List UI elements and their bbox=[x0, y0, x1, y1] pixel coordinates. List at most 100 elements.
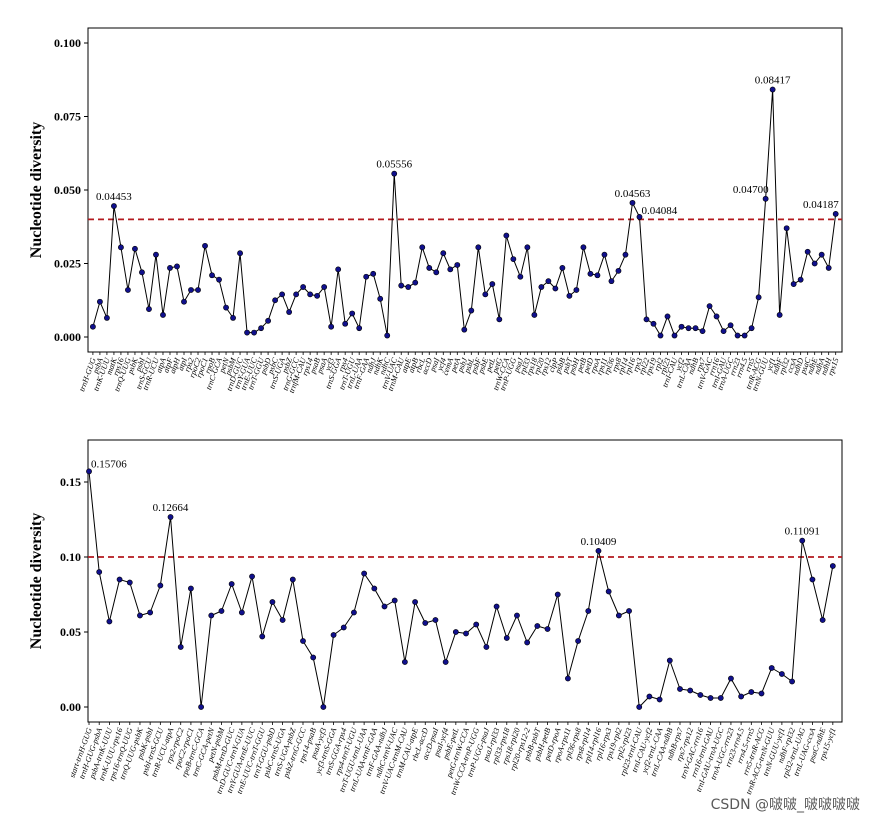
data-point bbox=[195, 287, 201, 293]
data-point bbox=[748, 689, 755, 695]
data-point bbox=[545, 278, 552, 285]
data-point bbox=[769, 86, 776, 93]
data-point bbox=[391, 170, 398, 177]
data-point bbox=[706, 303, 713, 310]
y-axis-label: Nucleotide diversity bbox=[28, 122, 45, 258]
data-point bbox=[342, 320, 349, 327]
data-point bbox=[167, 514, 174, 520]
data-point bbox=[251, 329, 257, 336]
data-point bbox=[811, 260, 818, 267]
data-point bbox=[650, 320, 657, 327]
data-point bbox=[566, 292, 573, 299]
data-point bbox=[433, 269, 440, 276]
data-point bbox=[106, 618, 113, 625]
data-point bbox=[97, 298, 103, 305]
y-tick-label: 0.00 bbox=[60, 700, 81, 714]
data-point bbox=[314, 292, 321, 299]
data-point bbox=[538, 284, 545, 290]
data-point bbox=[482, 291, 489, 298]
data-point bbox=[104, 314, 110, 321]
data-point bbox=[534, 623, 541, 629]
data-point bbox=[125, 287, 131, 293]
data-point bbox=[790, 281, 797, 287]
data-point bbox=[300, 638, 306, 644]
data-point bbox=[643, 316, 650, 323]
data-point bbox=[580, 244, 587, 251]
data-point bbox=[116, 576, 123, 583]
data-point bbox=[615, 267, 622, 274]
data-point bbox=[223, 304, 229, 311]
data-point bbox=[819, 617, 826, 623]
data-point bbox=[573, 287, 580, 293]
y-tick-label: 0.05 bbox=[60, 625, 81, 639]
data-point bbox=[463, 630, 469, 637]
data-point bbox=[517, 273, 524, 280]
data-point bbox=[768, 665, 775, 671]
data-point bbox=[279, 617, 286, 623]
data-point bbox=[738, 693, 745, 700]
data-point bbox=[412, 279, 419, 286]
data-point bbox=[524, 639, 531, 646]
data-point bbox=[503, 635, 510, 641]
value-label: 0.04700 bbox=[733, 184, 769, 196]
y-tick-label: 0.025 bbox=[54, 257, 81, 271]
y-tick-label: 0.100 bbox=[54, 36, 81, 50]
data-point bbox=[286, 309, 293, 315]
data-point bbox=[622, 251, 629, 258]
data-point bbox=[565, 675, 571, 682]
data-point bbox=[139, 269, 145, 276]
x-tick-label: rpl2 bbox=[652, 357, 665, 373]
data-point bbox=[734, 332, 741, 339]
data-point bbox=[177, 644, 184, 650]
data-point bbox=[157, 582, 164, 589]
data-point bbox=[636, 704, 643, 710]
y-tick-label: 0.075 bbox=[54, 109, 81, 123]
data-point bbox=[697, 692, 704, 698]
data-point bbox=[426, 265, 433, 271]
data-point bbox=[755, 294, 762, 301]
value-label: 0.10409 bbox=[581, 536, 617, 548]
data-point bbox=[514, 612, 520, 619]
data-point bbox=[656, 696, 663, 703]
data-point bbox=[666, 657, 673, 664]
data-point bbox=[615, 612, 622, 619]
data-point bbox=[422, 620, 429, 626]
data-point bbox=[401, 659, 408, 665]
data-point bbox=[762, 195, 769, 202]
y-axis-label: Nucleotide diversity bbox=[28, 513, 45, 649]
data-point bbox=[776, 312, 783, 318]
x-tick-label: atpI bbox=[176, 356, 189, 372]
data-point bbox=[503, 232, 510, 239]
data-point bbox=[202, 242, 208, 249]
data-point bbox=[461, 326, 468, 333]
data-point bbox=[237, 250, 243, 257]
data-point bbox=[307, 291, 314, 298]
data-point bbox=[330, 632, 337, 638]
data-point bbox=[132, 245, 138, 252]
value-label: 0.12664 bbox=[153, 502, 189, 514]
data-point bbox=[664, 313, 671, 320]
data-point bbox=[454, 262, 461, 268]
data-point bbox=[524, 244, 531, 251]
data-point bbox=[677, 686, 683, 692]
data-point bbox=[340, 624, 347, 631]
value-label: 0.15706 bbox=[91, 458, 127, 470]
data-point bbox=[799, 537, 806, 544]
data-point bbox=[442, 659, 449, 665]
y-tick-label: 0.000 bbox=[54, 330, 81, 344]
data-point bbox=[496, 316, 503, 323]
data-point bbox=[585, 608, 592, 614]
data-point bbox=[797, 276, 804, 283]
data-point bbox=[671, 332, 678, 339]
data-point bbox=[86, 468, 92, 475]
data-point bbox=[605, 588, 612, 595]
data-point bbox=[483, 644, 490, 650]
data-point bbox=[783, 225, 790, 232]
data-point bbox=[758, 690, 765, 697]
data-point bbox=[510, 256, 517, 262]
data-point bbox=[361, 570, 368, 577]
data-point bbox=[279, 291, 286, 298]
data-point bbox=[717, 695, 724, 701]
data-point bbox=[351, 609, 357, 616]
